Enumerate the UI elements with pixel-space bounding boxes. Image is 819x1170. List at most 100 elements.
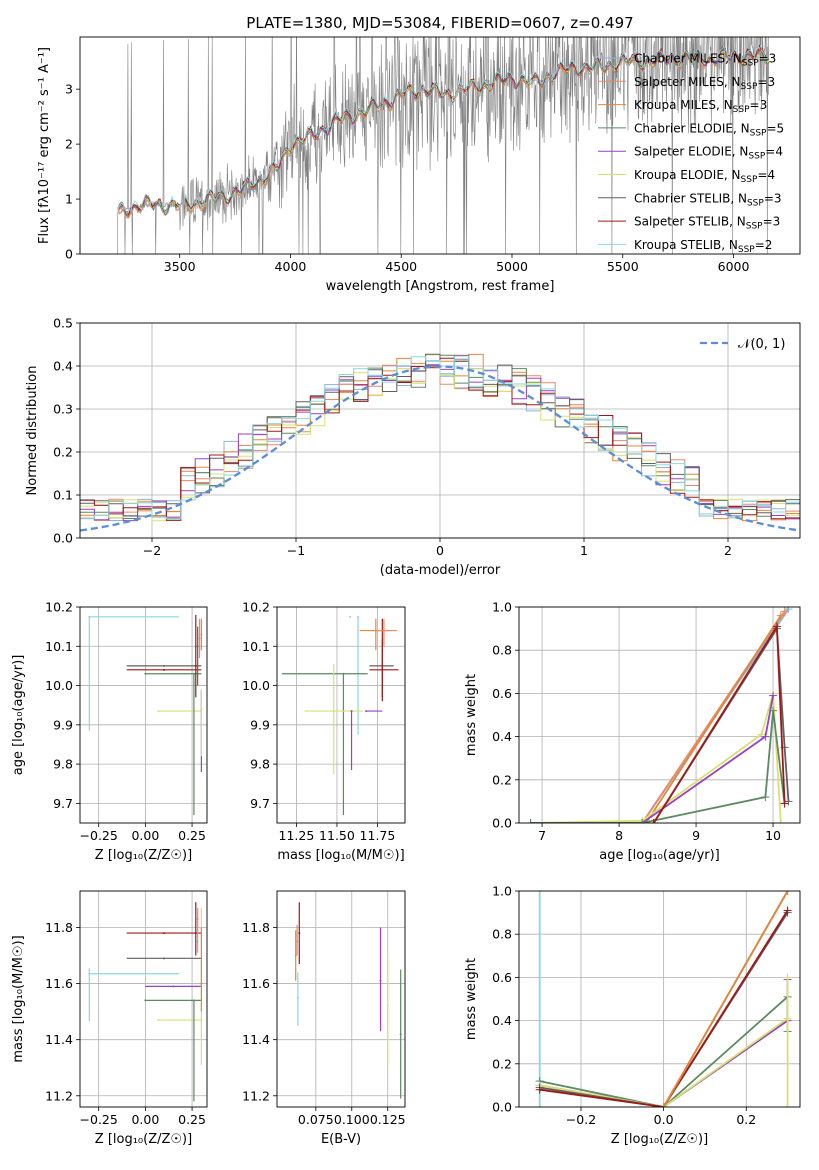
grid [277,891,405,1107]
y-tick-label: 11.8 [242,920,270,935]
legend-label: Kroupa ELODIE, NSSP=4 [634,168,775,185]
plot-spectrum: 3500 4000 4500 5000 5500 6000 0 1 2 3 wavelength [… [37,36,801,294]
axes-frame [79,890,208,1108]
x-tick-label: −0.25 [80,828,118,843]
x-tick-label: 0.0 [654,1112,674,1127]
grid [80,606,207,823]
axes-frame [518,890,801,1108]
y-tick-label: 3 [65,82,73,97]
axes-frame [518,606,801,824]
y-axis-label: Flux [fλ10⁻¹⁷ erg cm⁻² s⁻¹ A⁻¹] [37,47,52,244]
data-point [200,708,203,711]
axes-frame [79,36,801,255]
x-tick-label: 0.00 [131,828,159,843]
plot-residual_hist: −2 −1 0 1 2 0.0 0.1 0.2 0.3 0.4 0.5 (data-model)/er… [25,316,801,578]
y-tick-label: 0.1 [53,488,73,503]
data-point [399,1033,402,1036]
y-tick-label: 0.8 [492,927,512,942]
grid [519,606,800,824]
x-tick-label: 7 [538,828,546,843]
axes-frame [276,606,406,824]
data-point [144,999,147,1002]
data-point [200,982,203,985]
data-point [379,979,382,982]
series-line [539,909,789,1107]
y-tick-label: 9.8 [53,757,73,772]
data-point [381,668,384,671]
data-point [382,629,385,632]
x-tick-label: 4000 [275,259,307,274]
x-tick-label: 0.00 [131,1112,159,1127]
y-tick-label: 11.6 [45,976,73,991]
legend-label: Kroupa MILES, NSSP=3 [634,98,767,115]
data-point [192,672,195,675]
x-tick-label: 8 [615,828,623,843]
x-axis-label: E(B-V) [321,1132,361,1147]
data-point [296,996,299,999]
plot-mass_vs_Z: −0.25 0.00 0.25 11.2 11.4 11.6 11.8 Z [log₁₀(Z/… [11,890,208,1147]
plot-mass_weight_vs_Z: −0.2 0.0 0.2 0.0 0.2 0.4 0.6 0.8 1.0 Z [log₁₀(Z/Z… [464,884,801,1147]
axes-frame [276,890,406,1108]
plot-area [281,615,399,816]
y-tick-label: 11.4 [242,1032,270,1047]
x-tick-label: −0.25 [80,1112,118,1127]
axes: 11.25 11.50 11.75 9.7 9.8 9.9 10.0 10.1 10.2 mass… [242,600,406,863]
y-tick-label: 0.0 [53,531,73,546]
legend-label: Chabrier ELODIE, NSSP=5 [634,121,784,138]
data-point [88,615,91,618]
data-point [194,664,197,667]
data-point [200,633,203,636]
y-tick-label: 0.0 [492,1100,512,1115]
figure-title: PLATE=1380, MJD=53084, FIBERID=0607, z=0… [246,14,633,32]
x-tick-label: 0.25 [178,1112,206,1127]
y-tick-label: 0.4 [53,359,73,374]
y-tick-label: 0.2 [53,445,73,460]
x-tick-label: 0 [436,543,444,558]
plot-area [535,891,792,1107]
data-point [172,985,175,988]
x-tick-label: 1 [580,543,588,558]
y-tick-label: 0.3 [53,402,73,417]
x-axis-label: Z [log₁₀(Z/Z☉)] [611,1132,708,1147]
legend-label: Salpeter STELIB, NSSP=3 [634,215,780,232]
data-point [296,940,299,943]
x-axis-label: mass [log₁₀(M/M☉)] [277,848,404,863]
y-tick-label: 0.8 [492,643,512,658]
y-tick-label: 10.2 [45,600,73,615]
data-point [365,710,368,713]
axes: −2 −1 0 1 2 0.0 0.1 0.2 0.3 0.4 0.5 (data-model)/er… [25,316,801,578]
y-tick-label: 0.4 [492,1013,512,1028]
axes: 7 8 9 10 0.0 0.2 0.4 0.6 0.8 1.0 age [log₁₀(age/yr… [464,600,801,863]
legend-label: Salpeter ELODIE, NSSP=4 [634,145,783,162]
y-axis-label: mass weight [464,958,479,1040]
x-tick-label: 11.75 [360,828,396,843]
normal-curve [80,365,798,532]
x-tick-label: −0.2 [566,1112,596,1127]
data-point [194,932,197,935]
y-tick-label: 9.9 [250,717,270,732]
legend-label: Salpeter MILES, NSSP=3 [634,75,775,92]
plot-mass_weight_vs_age: 7 8 9 10 0.0 0.2 0.4 0.6 0.8 1.0 age [log₁₀(age/yr… [464,600,801,863]
series-line [662,891,789,1107]
legend-label: Chabrier STELIB, NSSP=3 [634,191,782,208]
series-line [530,695,774,823]
data-point [350,710,353,713]
legend: Chabrier MILES, NSSP=3 Salpeter MILES, NS… [598,52,784,255]
axes: 0.075 0.100 0.125 11.2 11.4 11.6 11.8 E(B-V) [242,890,406,1147]
data-point [294,954,297,957]
grid [80,891,207,1107]
y-tick-label: 9.9 [53,717,73,732]
x-tick-label: 0.25 [178,828,206,843]
x-tick-label: −1 [287,543,305,558]
series-line [530,615,782,823]
axes-frame [79,322,801,539]
series-line [530,608,790,823]
y-tick-label: 0.6 [492,686,512,701]
y-tick-label: 1 [65,192,73,207]
data-point [163,668,166,671]
y-axis-label: mass weight [464,674,479,756]
data-point [348,615,351,618]
y-tick-label: 0.2 [492,1056,512,1071]
data-point [163,932,166,935]
x-tick-label: 0.125 [370,1112,406,1127]
